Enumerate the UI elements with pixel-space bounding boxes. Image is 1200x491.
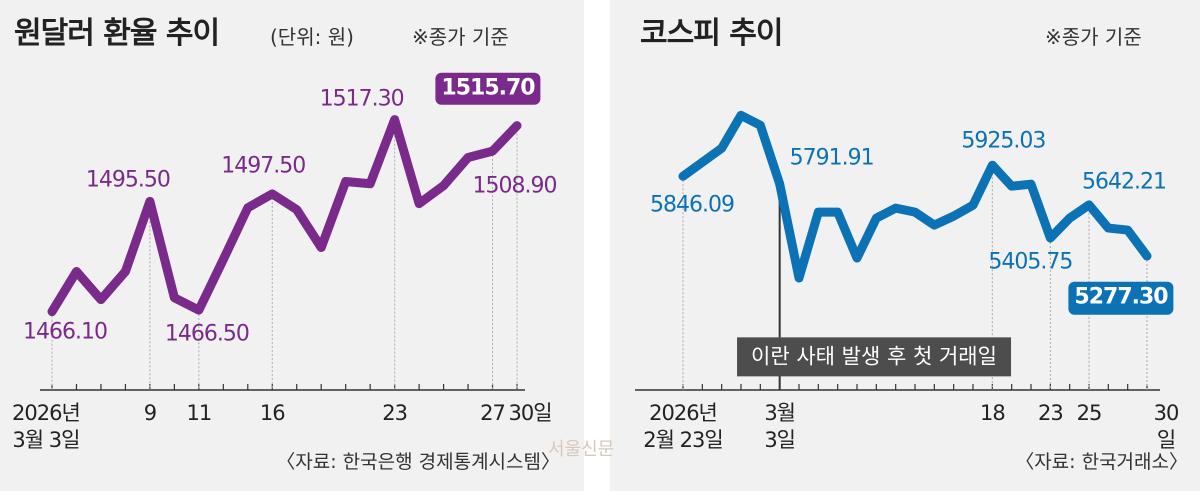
value-label-highlight: 5277.30 bbox=[1068, 281, 1174, 315]
x-tick-label: 16 bbox=[259, 401, 286, 425]
x-tick-label: 11 bbox=[186, 401, 212, 425]
x-tick-label: 18 bbox=[979, 401, 1006, 425]
value-label: 1466.10 bbox=[23, 319, 108, 345]
watermark: 서울신문 bbox=[548, 439, 615, 460]
value-label: 5791.91 bbox=[789, 145, 875, 171]
value-label-highlight: 1515.70 bbox=[435, 72, 541, 105]
note: ※종가 기준 bbox=[1045, 25, 1142, 49]
line bbox=[47, 115, 522, 317]
value-label: 1508.90 bbox=[472, 173, 558, 199]
x-tick-label: 25 bbox=[1076, 401, 1103, 425]
value-label: 5846.09 bbox=[650, 192, 735, 218]
chart-title: 코스피 추이 bbox=[640, 16, 783, 51]
note: ※종가 기준 bbox=[412, 25, 509, 49]
value-label: 5642.21 bbox=[1082, 169, 1167, 195]
value-label: 5925.03 bbox=[961, 128, 1046, 154]
source: 〈자료: 한국은행 경제통계시스템〉 bbox=[276, 451, 560, 473]
x-tick-label: 3월 3일 bbox=[764, 401, 796, 453]
value-label: 5405.75 bbox=[988, 249, 1073, 275]
x-tick-label: 30일 bbox=[508, 401, 552, 425]
x-tick-label: 2026년 3월 3일 bbox=[12, 401, 81, 453]
x-tick-label: 2026년 2월 23일 bbox=[643, 401, 723, 453]
x-tick-label: 9 bbox=[143, 401, 157, 425]
value-label: 1497.50 bbox=[221, 153, 306, 179]
value-label: 1466.50 bbox=[164, 321, 250, 347]
value-label: 1517.30 bbox=[319, 86, 405, 112]
annotation: 이란 사태 발생 후 첫 거래일 bbox=[737, 337, 1011, 377]
chart-title: 원달러 환율 추이 bbox=[14, 16, 220, 51]
subtitle: (단위: 원) bbox=[270, 25, 354, 49]
line bbox=[678, 110, 1152, 283]
x-tick-label: 23 bbox=[1037, 401, 1064, 425]
x-tick-label: 23 bbox=[382, 401, 408, 425]
value-label: 1495.50 bbox=[85, 168, 171, 194]
x-tick-label: 30일 bbox=[1153, 401, 1180, 453]
panel bbox=[610, 0, 1200, 491]
source: 〈자료: 한국거래소〉 bbox=[1015, 451, 1188, 473]
x-tick-label: 27 bbox=[480, 401, 506, 425]
